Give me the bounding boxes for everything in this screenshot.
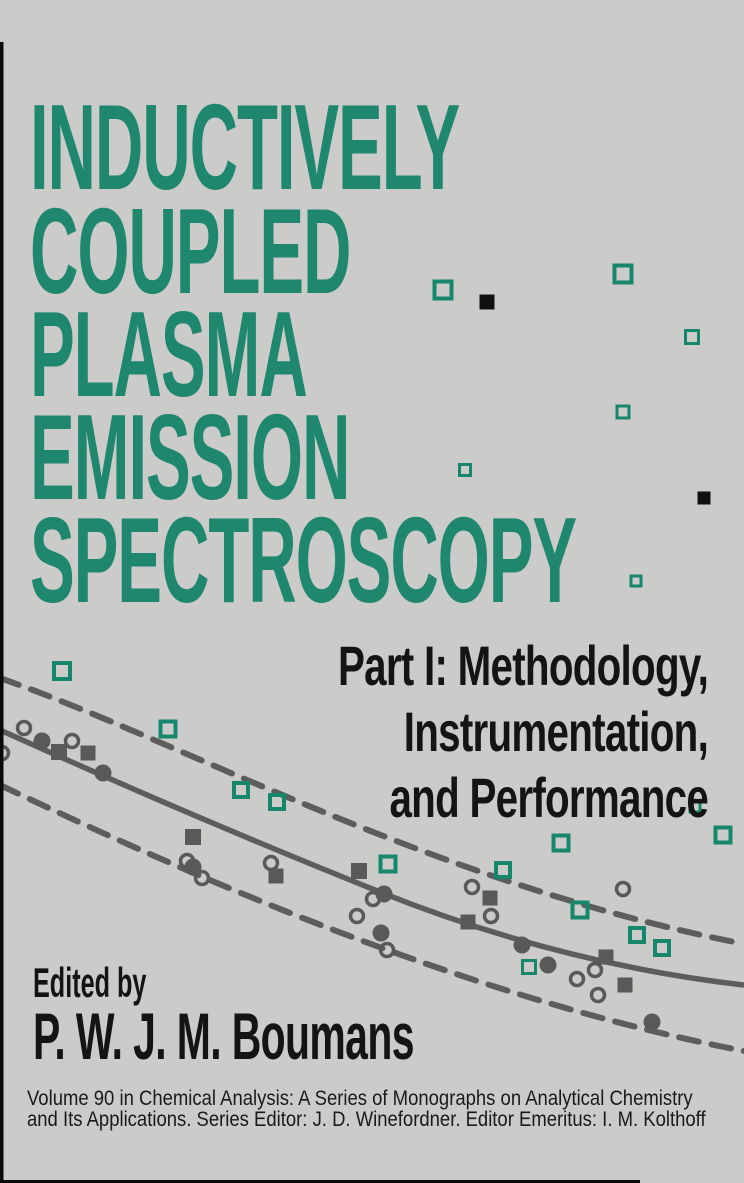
- left-edge-strip: [0, 42, 4, 1183]
- gray-dot-marker: [94, 764, 112, 782]
- gray-dot-marker: [513, 936, 531, 954]
- gray-ring-marker: [378, 941, 396, 959]
- gray-dot-marker: [539, 956, 557, 974]
- gray-square-marker: [351, 863, 367, 879]
- gray-dot-marker: [643, 1013, 661, 1031]
- teal-square-marker: [653, 939, 671, 957]
- gray-square-marker: [185, 829, 201, 845]
- teal-square-marker: [570, 900, 590, 920]
- teal-square-marker: [494, 861, 512, 879]
- teal-square-marker: [458, 463, 472, 477]
- gray-ring-marker: [15, 719, 33, 737]
- gray-ring-marker: [568, 970, 586, 988]
- teal-square-marker: [378, 854, 398, 874]
- black-square-marker: [697, 491, 711, 505]
- gray-dot-marker: [33, 732, 51, 750]
- gray-ring-marker: [614, 880, 632, 898]
- gray-square-marker: [482, 890, 498, 906]
- footer-line-1: Volume 90 in Chemical Analysis: A Series…: [27, 1087, 693, 1110]
- title-line-5: SPECTROSCOPY: [30, 492, 577, 628]
- teal-square-marker: [628, 926, 646, 944]
- teal-square-marker: [52, 661, 72, 681]
- gray-square-marker: [80, 745, 96, 761]
- teal-square-marker: [551, 833, 571, 853]
- gray-ring-marker: [262, 854, 280, 872]
- teal-square-marker: [612, 263, 634, 285]
- teal-square-marker: [158, 719, 178, 739]
- title-line-2: COUPLED: [30, 183, 351, 319]
- upper-dashed-curve: [0, 675, 744, 947]
- gray-square-marker: [268, 868, 284, 884]
- title-line-4: EMISSION: [30, 389, 350, 525]
- black-square-marker: [479, 294, 495, 310]
- gray-ring-marker: [193, 869, 211, 887]
- gray-square-marker: [460, 914, 476, 930]
- gray-dot-marker: [184, 858, 202, 876]
- bottom-edge-strip: [0, 1180, 640, 1183]
- title-line-1: INDUCTIVELY: [30, 79, 460, 215]
- book-subtitle: Part I: Methodology, Instrumentation, an…: [337, 633, 709, 831]
- teal-square-marker: [232, 781, 250, 799]
- gray-ring-marker: [463, 878, 481, 896]
- gray-dot-marker: [375, 885, 393, 903]
- teal-square-marker: [432, 279, 454, 301]
- teal-square-marker: [268, 793, 286, 811]
- teal-square-marker: [713, 825, 733, 845]
- gray-ring-marker: [348, 907, 366, 925]
- gray-ring-marker: [482, 907, 500, 925]
- series-footer: Volume 90 in Chemical Analysis: A Series…: [27, 1088, 706, 1130]
- subtitle-line-3: and Performance: [389, 766, 708, 829]
- teal-square-marker: [688, 800, 702, 814]
- gray-square-marker: [51, 744, 67, 760]
- gray-ring-marker: [63, 732, 81, 750]
- gray-ring-marker: [586, 961, 604, 979]
- subtitle-line-1: Part I: Methodology,: [337, 634, 709, 697]
- edited-by-label: Edited by: [33, 959, 147, 1006]
- editor-name: P. W. J. M. Boumans: [33, 999, 414, 1073]
- teal-square-marker: [629, 574, 643, 588]
- teal-square-marker: [521, 959, 537, 975]
- teal-square-marker: [615, 404, 631, 420]
- subtitle-line-2: Instrumentation,: [403, 700, 709, 763]
- lower-dashed-curve: [0, 782, 744, 1054]
- title-line-3: PLASMA: [30, 286, 308, 422]
- gray-ring-marker: [589, 986, 607, 1004]
- gray-square-marker: [598, 949, 614, 965]
- footer-line-2: and Its Applications. Series Editor: J. …: [27, 1108, 706, 1131]
- teal-square-marker: [684, 329, 700, 345]
- gray-dot-marker: [372, 924, 390, 942]
- gray-square-marker: [617, 977, 633, 993]
